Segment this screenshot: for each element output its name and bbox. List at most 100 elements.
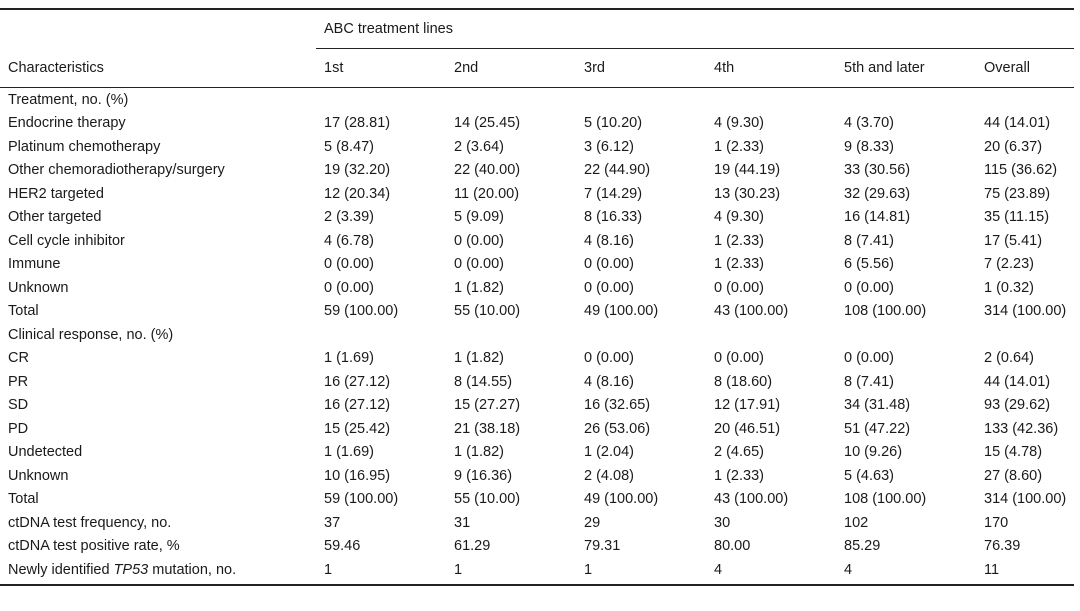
table-cell: 0 (0.00)	[714, 279, 764, 296]
row-label: Unknown	[8, 279, 69, 296]
column-header: 5th and later	[836, 48, 976, 88]
table-cell: 7 (2.23)	[984, 256, 1034, 273]
table-cell: 55 (10.00)	[454, 491, 521, 508]
table-cell: 31	[454, 514, 471, 531]
table-cell: 29	[584, 514, 601, 531]
table-cell: 102	[844, 514, 869, 531]
table-cell: 170	[984, 514, 1009, 531]
table-cell: 1 (1.69)	[324, 444, 374, 461]
table-cell: 1 (2.33)	[714, 138, 764, 155]
table-row: Undetected 1 (1.69) 1 (1.82) 1 (2.04) 2 (4.6…	[0, 441, 1074, 465]
table-cell: 20 (6.37)	[984, 138, 1043, 155]
table-cell: 15 (27.27)	[454, 397, 521, 414]
row-label: Newly identified TP53 mutation, no.	[0, 558, 316, 586]
row-label: PD	[8, 420, 29, 437]
table-cell: 10 (16.95)	[324, 467, 391, 484]
table-cell: 4 (8.16)	[584, 373, 634, 390]
table-row: Total 59 (100.00) 55 (10.00) 49 (100.00) 43 …	[0, 300, 1074, 324]
group-header-spacer	[0, 8, 316, 49]
section-title: Treatment, no. (%)	[8, 91, 129, 108]
table-cell: 16 (27.12)	[324, 397, 391, 414]
table-cell: 43 (100.00)	[714, 303, 789, 320]
table-cell: 0 (0.00)	[714, 350, 764, 367]
table-row: HER2 targeted 12 (20.34) 11 (20.00) 7 (14.2…	[0, 182, 1074, 206]
table-cell: 0 (0.00)	[584, 279, 634, 296]
table-cell: 8 (14.55)	[454, 373, 513, 390]
table-cell: 5 (10.20)	[584, 115, 643, 132]
table-cell: 61.29	[454, 538, 491, 555]
table-cell: 5 (9.09)	[454, 209, 504, 226]
row-label: CR	[8, 350, 29, 367]
table-cell: 0 (0.00)	[844, 350, 894, 367]
table-cell: 59 (100.00)	[324, 303, 399, 320]
table-cell: 0 (0.00)	[584, 256, 634, 273]
column-header-row: Characteristics 1st 2nd 3rd 4th 5th and …	[0, 48, 1075, 88]
table-cell: 6 (5.56)	[844, 256, 894, 273]
row-label: Cell cycle inhibitor	[8, 232, 125, 249]
table-cell: 35 (11.15)	[984, 209, 1050, 226]
table-cell: 1 (2.33)	[714, 256, 764, 273]
table-cell: 8 (7.41)	[844, 373, 894, 390]
table-cell: 1 (1.82)	[454, 350, 504, 367]
summary-row: Newly identified TP53 mutation, no. 1 1 1 4 4…	[0, 558, 1075, 586]
table-cell: 0 (0.00)	[324, 279, 374, 296]
table-cell: 4	[706, 558, 836, 586]
table-cell: 2 (0.64)	[984, 350, 1034, 367]
table-cell: 1 (2.04)	[584, 444, 634, 461]
table-cell: 8 (18.60)	[714, 373, 773, 390]
table-cell: 0 (0.00)	[454, 256, 504, 273]
row-label: PR	[8, 373, 29, 390]
table-cell: 85.29	[844, 538, 881, 555]
table-cell: 37	[324, 514, 341, 531]
row-label: Immune	[8, 256, 61, 273]
table-cell: 2 (4.08)	[584, 467, 634, 484]
table-cell: 19 (32.20)	[324, 162, 391, 179]
table-cell: 80.00	[714, 538, 751, 555]
table-cell: 1 (1.82)	[454, 444, 504, 461]
table-cell: 7 (14.29)	[584, 185, 643, 202]
table-cell: 4 (6.78)	[324, 232, 374, 249]
table-cell: 133 (42.36)	[984, 420, 1059, 437]
gene-name: TP53	[113, 561, 149, 578]
table-cell: 16 (32.65)	[584, 397, 651, 414]
column-header: Characteristics	[0, 48, 316, 88]
table-cell: 59 (100.00)	[324, 491, 399, 508]
table-cell: 93 (29.62)	[984, 397, 1051, 414]
table-cell: 1 (1.69)	[324, 350, 374, 367]
table-cell: 44 (14.01)	[984, 115, 1051, 132]
group-header-label: ABC treatment lines	[316, 8, 1075, 49]
table-cell: 10 (9.26)	[844, 444, 903, 461]
table-cell: 8 (7.41)	[844, 232, 894, 249]
table-cell: 5 (8.47)	[324, 138, 374, 155]
table-cell: 0 (0.00)	[584, 350, 634, 367]
table-cell: 0 (0.00)	[844, 279, 894, 296]
table-cell: 12 (17.91)	[714, 397, 781, 414]
table-cell: 51 (47.22)	[844, 420, 911, 437]
table-cell: 5 (4.63)	[844, 467, 894, 484]
column-header: Overall	[976, 48, 1075, 88]
table-cell: 12 (20.34)	[324, 185, 391, 202]
table-cell: 1 (1.82)	[454, 279, 504, 296]
table-cell: 314 (100.00)	[984, 491, 1067, 508]
row-label: Total	[8, 303, 39, 320]
table-cell: 11	[976, 558, 1075, 586]
table-cell: 55 (10.00)	[454, 303, 521, 320]
table-cell: 115 (36.62)	[984, 162, 1058, 179]
table-cell: 44 (14.01)	[984, 373, 1051, 390]
table-cell: 17 (5.41)	[984, 232, 1043, 249]
table-row: Total 59 (100.00) 55 (10.00) 49 (100.00) 43 …	[0, 488, 1074, 512]
table-body: Treatment, no. (%) Endocrine therapy 17 (2…	[0, 88, 1075, 586]
table-row: Endocrine therapy 17 (28.81) 14 (25.45) 5 (…	[0, 112, 1074, 136]
label-text: Newly identified	[8, 561, 114, 578]
table-cell: 75 (23.89)	[984, 185, 1051, 202]
table-row: Cell cycle inhibitor 4 (6.78) 0 (0.00) 4 (8…	[0, 229, 1074, 253]
row-label: ctDNA test positive rate, %	[8, 538, 180, 555]
row-label: Undetected	[8, 444, 83, 461]
table-row: CR 1 (1.69) 1 (1.82) 0 (0.00) 0 (0.00) 0 (0.0…	[0, 347, 1074, 371]
table-cell: 20 (46.51)	[714, 420, 781, 437]
table-cell: 26 (53.06)	[584, 420, 651, 437]
table-cell: 1 (2.33)	[714, 232, 764, 249]
table-cell: 27 (8.60)	[984, 467, 1043, 484]
table-cell: 15 (25.42)	[324, 420, 391, 437]
